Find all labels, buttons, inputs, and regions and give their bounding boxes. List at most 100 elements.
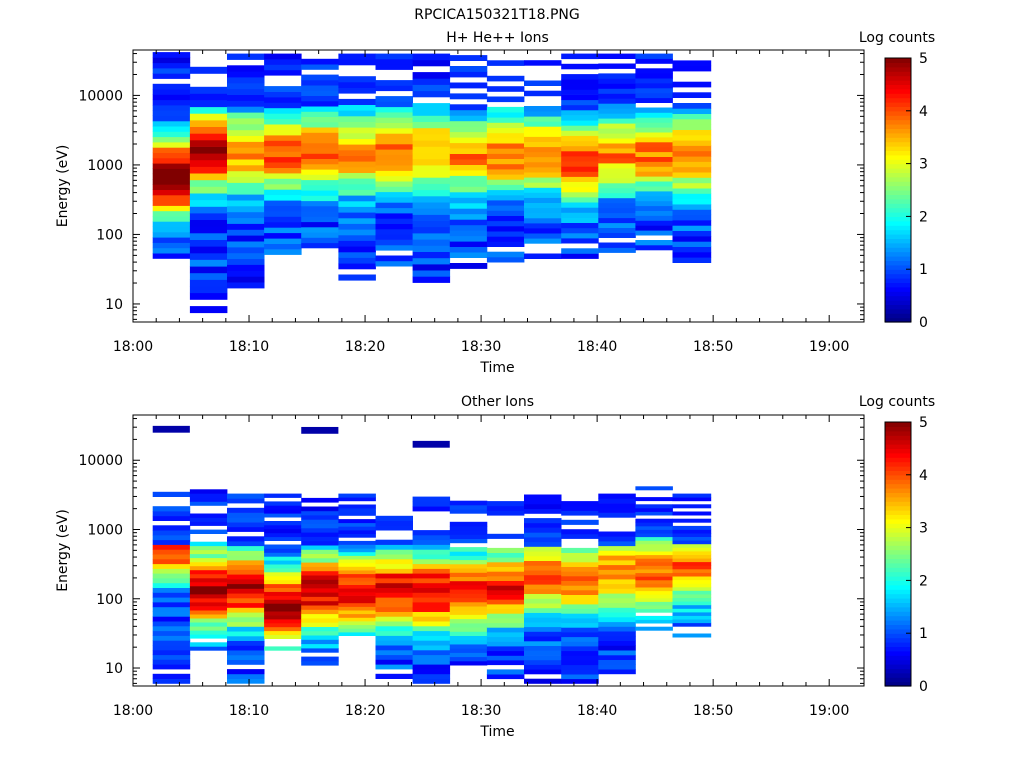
heatmap-cell [189,549,228,555]
heatmap-cell [301,532,339,537]
heatmap-cell [227,569,265,575]
heatmap-cell [635,619,673,624]
heatmap-cell [301,127,339,133]
heatmap-cell [598,635,636,641]
heatmap-cell [561,197,599,203]
colorbar-step [885,439,911,445]
heatmap-cell [449,534,488,539]
heatmap-cell [227,164,265,172]
heatmap-cell [598,564,636,570]
heatmap-cell [524,141,562,148]
heatmap-cell [375,96,413,102]
heatmap-cell [412,103,451,110]
heatmap-cell [338,161,376,168]
heatmap-cell [449,93,488,100]
heatmap-cell [189,93,228,101]
heatmap-cell [375,122,413,129]
colorbar-step [885,496,911,502]
heatmap-cell [189,545,228,551]
colorbar-step [885,256,911,261]
heatmap-cell [375,260,413,267]
heatmap-cell [598,555,636,561]
heatmap-cell [635,540,673,545]
heatmap-cell [264,603,302,608]
colorbar-step [885,176,911,182]
heatmap-cell [561,655,599,661]
heatmap-cell [449,538,488,544]
heatmap-cell [449,175,488,182]
heatmap-cell [301,74,339,81]
heatmap-cell [301,587,339,593]
heatmap-cell [227,583,265,589]
heatmap-cell [264,544,302,549]
heatmap-cell [598,669,636,675]
heatmap-cell [301,515,339,520]
colorbar-step [885,532,911,537]
heatmap-cell [227,493,265,499]
colorbar-tick-label: 2 [919,209,928,225]
heatmap-cell [449,252,488,258]
heatmap-cell [635,215,673,221]
heatmap-cell [227,517,265,523]
heatmap-cell [152,549,191,555]
heatmap-cell [598,550,636,556]
heatmap-cell [264,183,302,190]
heatmap-cell [449,648,488,653]
heatmap-cell [152,606,191,612]
heatmap-cell [561,63,599,70]
heatmap-cell [449,219,488,226]
heatmap-cell [561,519,599,525]
y-tick-label: 10 [105,661,123,677]
heatmap-cell [375,223,413,230]
colorbar-step [885,181,911,187]
heatmap-cell [375,228,413,235]
heatmap-cell [375,159,413,166]
colorbar-step [885,492,911,498]
heatmap-cell [338,559,376,564]
heatmap-cell [561,566,599,572]
heatmap-cell [152,539,191,545]
heatmap-cell [375,170,413,177]
heatmap-cell [672,140,712,146]
heatmap-cell [449,137,488,144]
heatmap-cell [152,142,191,148]
heatmap-cell [152,68,191,74]
heatmap-cell [375,143,413,150]
heatmap-cell [672,81,712,88]
heatmap-cell [338,206,376,213]
heatmap-cell [449,82,488,89]
heatmap-cell [152,184,191,190]
heatmap-cell [412,121,451,129]
heatmap-cell [301,211,339,217]
heatmap-cell [524,222,562,229]
heatmap-cell [152,635,191,641]
heatmap-cell [338,115,376,122]
heatmap-cell [301,237,339,244]
colorbar-step [885,132,911,138]
colorbar-step [885,580,911,586]
heatmap-cell [264,145,302,152]
heatmap-cell [486,106,525,113]
heatmap-cell [449,585,488,590]
heatmap-cell [635,117,673,123]
heatmap-cell [338,595,376,600]
heatmap-cell [264,587,302,592]
heatmap-cell [152,673,191,679]
heatmap-cell [524,655,562,661]
heatmap-cell [152,534,191,541]
heatmap-cell [449,656,488,662]
heatmap-cell [449,627,488,632]
heatmap-cell [486,603,525,609]
heatmap-cell [264,575,302,581]
colorbar-step [885,466,911,471]
heatmap-cell [338,551,376,556]
heatmap-cell [561,79,599,85]
heatmap-cell [189,193,228,201]
heatmap-cell [635,97,673,103]
colorbar-step [885,483,911,489]
heatmap-cell [338,76,376,83]
heatmap-cell [561,212,599,218]
heatmap-cell [227,593,265,599]
heatmap-cell [486,60,525,66]
heatmap-cell [301,626,339,632]
